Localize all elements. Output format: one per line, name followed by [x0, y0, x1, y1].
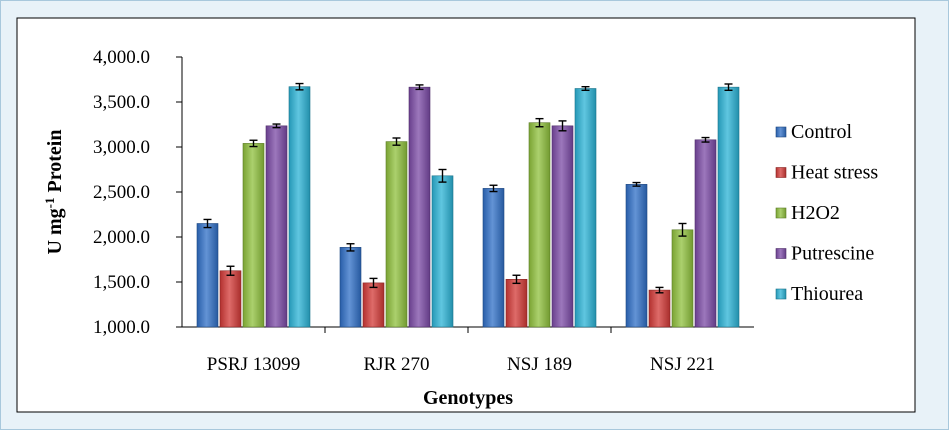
bar-heat-stress [362, 282, 385, 328]
y-tick-label: 3,500.0 [93, 92, 150, 113]
y-tick-labels: 1,000.0 1,500.0 2,000.0 2,500.0 3,000.0 3,500… [93, 47, 182, 338]
legend-item: Control [775, 121, 853, 143]
legend-item: H2O2 [775, 202, 840, 224]
x-tick-label: RJR 270 [364, 354, 430, 375]
bar-heat-stress [505, 278, 528, 328]
bar-heat-stress [648, 289, 671, 328]
legend-swatch [775, 126, 787, 138]
x-tick-labels: PSRJ 13099 RJR 270 NSJ 189 NSJ 221 [207, 327, 715, 375]
x-axis-title: Genotypes [423, 387, 513, 409]
y-tick-label: 2,500.0 [93, 182, 150, 203]
legend-label: Thiourea [791, 283, 863, 305]
bar-h2o2 [528, 122, 551, 328]
legend-swatch [775, 248, 787, 259]
legend-swatch [775, 207, 787, 219]
bar-control [482, 188, 505, 328]
y-tick-label: 4,000.0 [93, 47, 150, 68]
legend-item: Thiourea [775, 283, 863, 305]
bar-control [339, 247, 362, 328]
y-axis-title-sup: -1 [42, 198, 57, 209]
bar-putrescine [408, 86, 431, 328]
bar-heat-stress [219, 270, 242, 328]
legend-label: Control [791, 121, 853, 143]
y-tick-label: 1,500.0 [93, 272, 150, 293]
bar-control [625, 184, 648, 328]
x-tick-label: NSJ 221 [650, 354, 715, 375]
legend-label: Heat stress [791, 162, 878, 184]
legend-item: Putrescine [775, 243, 874, 265]
legend-label: Putrescine [791, 243, 874, 265]
bar-putrescine [551, 125, 574, 328]
bars [196, 82, 740, 328]
y-axis-title-tail: Protein [44, 130, 66, 198]
y-tick-label: 1,000.0 [93, 317, 150, 338]
bar-thiourea [431, 175, 454, 328]
bar-control [196, 223, 219, 328]
legend-swatch [775, 167, 787, 178]
bar-thiourea [288, 86, 311, 328]
plot-frame [16, 17, 916, 413]
y-axis-title: U mg-1 Protein [42, 130, 66, 255]
bar-putrescine [694, 139, 717, 328]
x-tick-label: PSRJ 13099 [207, 354, 300, 375]
y-axis-title-main: U mg [44, 208, 66, 254]
bar-h2o2 [385, 141, 408, 328]
y-tick-label: 2,000.0 [93, 227, 150, 248]
bar-h2o2 [242, 143, 265, 328]
legend: Control Heat stress H2O2 Putrescine Thiourea [775, 121, 878, 305]
bar-h2o2 [671, 229, 694, 328]
bar-putrescine [265, 125, 288, 328]
legend-item: Heat stress [775, 162, 878, 184]
bar-thiourea [717, 86, 740, 328]
legend-swatch [775, 288, 787, 300]
y-tick-label: 3,000.0 [93, 137, 150, 158]
bar-thiourea [574, 88, 597, 328]
x-tick-label: NSJ 189 [507, 354, 572, 375]
legend-label: H2O2 [791, 202, 840, 224]
